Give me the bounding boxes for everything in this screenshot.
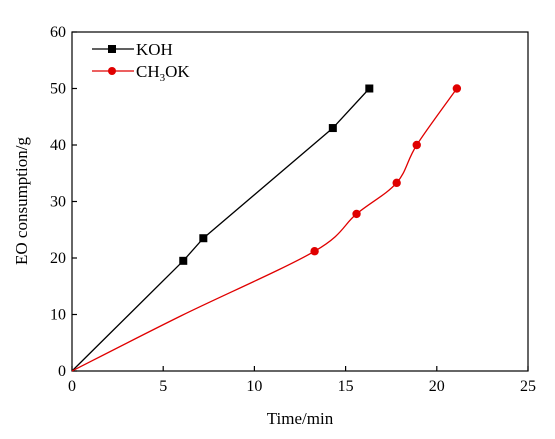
series-line-0 [71, 88, 370, 372]
series-layer [71, 84, 462, 372]
y-tick-label: 60 [50, 24, 66, 41]
x-tick-label: 25 [520, 378, 536, 395]
y-tick-label: 50 [50, 81, 66, 98]
data-point-circle [310, 247, 319, 256]
y-axis: 0 10 20 30 40 50 60 [50, 24, 77, 380]
legend-marker-ch3ok [108, 67, 116, 75]
data-point-square [199, 234, 208, 243]
y-axis-title: EO consumption/g [12, 137, 31, 265]
x-tick-label: 5 [159, 378, 167, 395]
x-tick-label: 0 [68, 378, 76, 395]
legend-label-ch3ok-main: CH [136, 62, 160, 81]
legend-marker-koh [108, 45, 116, 53]
x-axis: 0 5 10 15 20 25 [68, 366, 536, 395]
plot-frame [71, 31, 529, 372]
y-tick-label: 30 [50, 194, 66, 211]
y-tick-label: 20 [50, 250, 66, 267]
legend-label-ch3ok-tail: OK [165, 62, 190, 81]
data-point-square [328, 124, 337, 133]
data-point-circle [352, 209, 361, 219]
x-axis-title: Time/min [267, 409, 334, 428]
legend: KOH CH3OK [92, 40, 190, 84]
data-point-circle [412, 140, 421, 150]
data-point-circle [392, 178, 401, 188]
y-tick-label: 40 [50, 137, 66, 154]
y-tick-label: 0 [58, 363, 66, 380]
data-point-square [179, 256, 188, 265]
series-line-1 [71, 88, 458, 372]
data-point-circle [452, 84, 462, 93]
plot-area [71, 31, 529, 372]
x-tick-label: 20 [429, 378, 445, 395]
data-point-square [365, 84, 374, 93]
y-tick-label: 10 [50, 307, 66, 324]
legend-label-ch3ok-sub: 3 [160, 72, 166, 84]
x-tick-label: 15 [338, 378, 354, 395]
x-tick-label: 10 [246, 378, 262, 395]
legend-label-koh: KOH [136, 40, 173, 59]
legend-label-ch3ok: CH3OK [136, 62, 190, 84]
